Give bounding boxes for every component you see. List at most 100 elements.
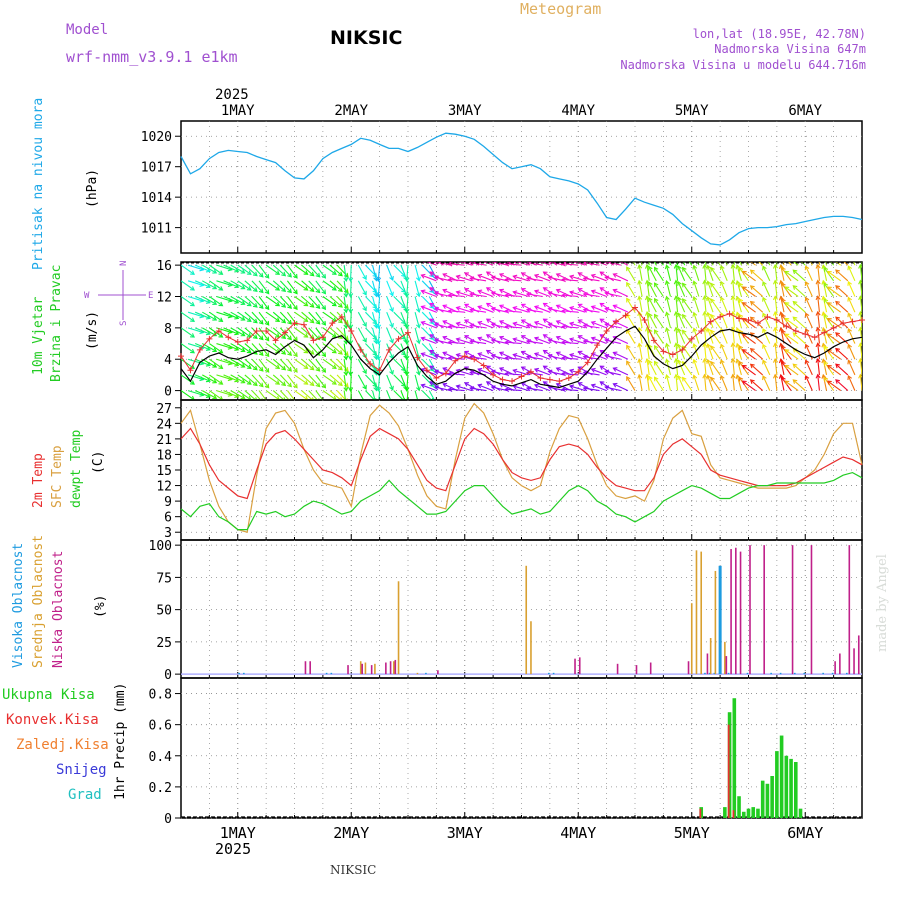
pressure-ytick-label: 1014 (141, 191, 172, 206)
wind-arrow-head (234, 361, 240, 367)
wind-arrow (682, 283, 693, 297)
wind-arrow (805, 328, 813, 344)
wind-arrow (626, 329, 636, 344)
wind-arrow-head (561, 355, 567, 361)
wind-arrow-head (252, 381, 258, 387)
wind-arrow-head (275, 286, 281, 291)
wind-arrow-head (612, 382, 618, 388)
wind-arrow (265, 343, 280, 354)
wind-arrow-head (281, 303, 287, 308)
high-cloud-bar (330, 672, 333, 675)
wind-arrow-head (542, 334, 548, 339)
wind-arrow (315, 327, 326, 341)
wind-arrow-head (293, 273, 298, 279)
wind-arrow-head (469, 262, 474, 266)
wind-arrow-head (331, 348, 337, 354)
wind-arrow (237, 390, 252, 400)
wind-arrow (286, 343, 298, 357)
wind-arrow (677, 297, 686, 313)
wind-arrow (272, 296, 286, 308)
top-day-1: 1MAY (221, 103, 255, 119)
wind-arrow-head (772, 279, 779, 285)
wind-arrow (505, 294, 522, 298)
wind-arrow (251, 311, 264, 325)
clouds-ytick-label: 0 (164, 668, 172, 683)
wind-arrow-head (547, 275, 553, 281)
wind-unit: (m/s) (85, 311, 100, 350)
footer-station: NIKSIC (330, 863, 376, 877)
wind-arrow-head (702, 342, 708, 348)
wind-gust-marker (802, 331, 809, 338)
wind-arrow-head (835, 332, 840, 337)
wind-arrow (677, 375, 686, 391)
wind-arrow-head (692, 295, 698, 302)
wind-arrow (505, 278, 522, 282)
wind-arrow (187, 343, 204, 349)
wind-arrow-head (376, 292, 382, 298)
wind-arrow-head (321, 320, 327, 326)
wind-arrow (230, 327, 245, 337)
wind-arrow (526, 293, 543, 298)
wind-arrow (646, 374, 650, 391)
wind-arrow-head (218, 301, 224, 307)
wind-arrow (534, 305, 551, 313)
wind-arrow-head (741, 349, 747, 354)
wind-arrow (349, 343, 352, 360)
wind-arrow-head (823, 266, 829, 272)
wind-arrow (230, 358, 245, 368)
wind-arrow-head (343, 371, 349, 377)
wind-arrow-head (858, 357, 862, 363)
wind-arrow (534, 274, 551, 282)
wind-arrow-head (548, 262, 552, 265)
wind-arrow-head (264, 352, 270, 358)
wind-arrow (710, 361, 721, 376)
wind-arrow-head (730, 373, 736, 379)
temperature-ytick-label: 3 (164, 526, 172, 541)
wind-gust-marker (792, 328, 799, 334)
wind-arrow-head (533, 273, 539, 279)
wind-arrow (847, 281, 856, 297)
wind-arrow (251, 358, 264, 372)
total-precip-bar (770, 776, 774, 818)
wind-arrow (377, 343, 381, 360)
wind-arrow (279, 390, 290, 400)
wind-arrow-head (738, 360, 744, 366)
wind-arrow-head (821, 279, 827, 285)
wind-arrow (548, 276, 565, 282)
wind-arrow-head (858, 310, 862, 316)
wind-arrow-head (218, 317, 224, 322)
wind-arrow (784, 333, 799, 344)
wind-arrow-head (762, 359, 767, 365)
wind-arrow (805, 266, 813, 282)
wind-arrow (720, 359, 728, 376)
wind-arrow (378, 390, 381, 400)
wind-arrow-head (542, 271, 548, 276)
wind-arrow (349, 312, 352, 329)
wind-arrow (237, 311, 252, 322)
wind-arrow-head (569, 384, 575, 390)
wind-arrow-head (826, 302, 832, 307)
wind-arrow (707, 328, 714, 344)
wind-arrow-head (258, 272, 264, 278)
wind-arrow-head (212, 347, 218, 352)
wind-arrow (827, 318, 842, 329)
wind-arrow (279, 358, 292, 372)
wind-arrow-head (677, 343, 682, 349)
wind-arrow-head (520, 272, 526, 277)
wind-arrow (665, 327, 672, 344)
wind-gust-marker (215, 328, 222, 334)
wind-arrow-head (677, 327, 682, 333)
wind-arrow (230, 311, 245, 321)
wind-gust-marker (556, 378, 563, 385)
wind-arrow (677, 344, 686, 360)
wind-arrow (456, 338, 473, 345)
wind-arrow (505, 357, 522, 360)
temperature-ytick-label: 18 (156, 448, 172, 463)
low-cloud-bar (347, 665, 349, 675)
wind-arrow-head (415, 276, 421, 282)
wind-arrow-head (389, 385, 394, 391)
wind-arrow (583, 387, 600, 392)
wind-arrow-head (815, 279, 821, 285)
wind-arrow-head (372, 335, 378, 341)
